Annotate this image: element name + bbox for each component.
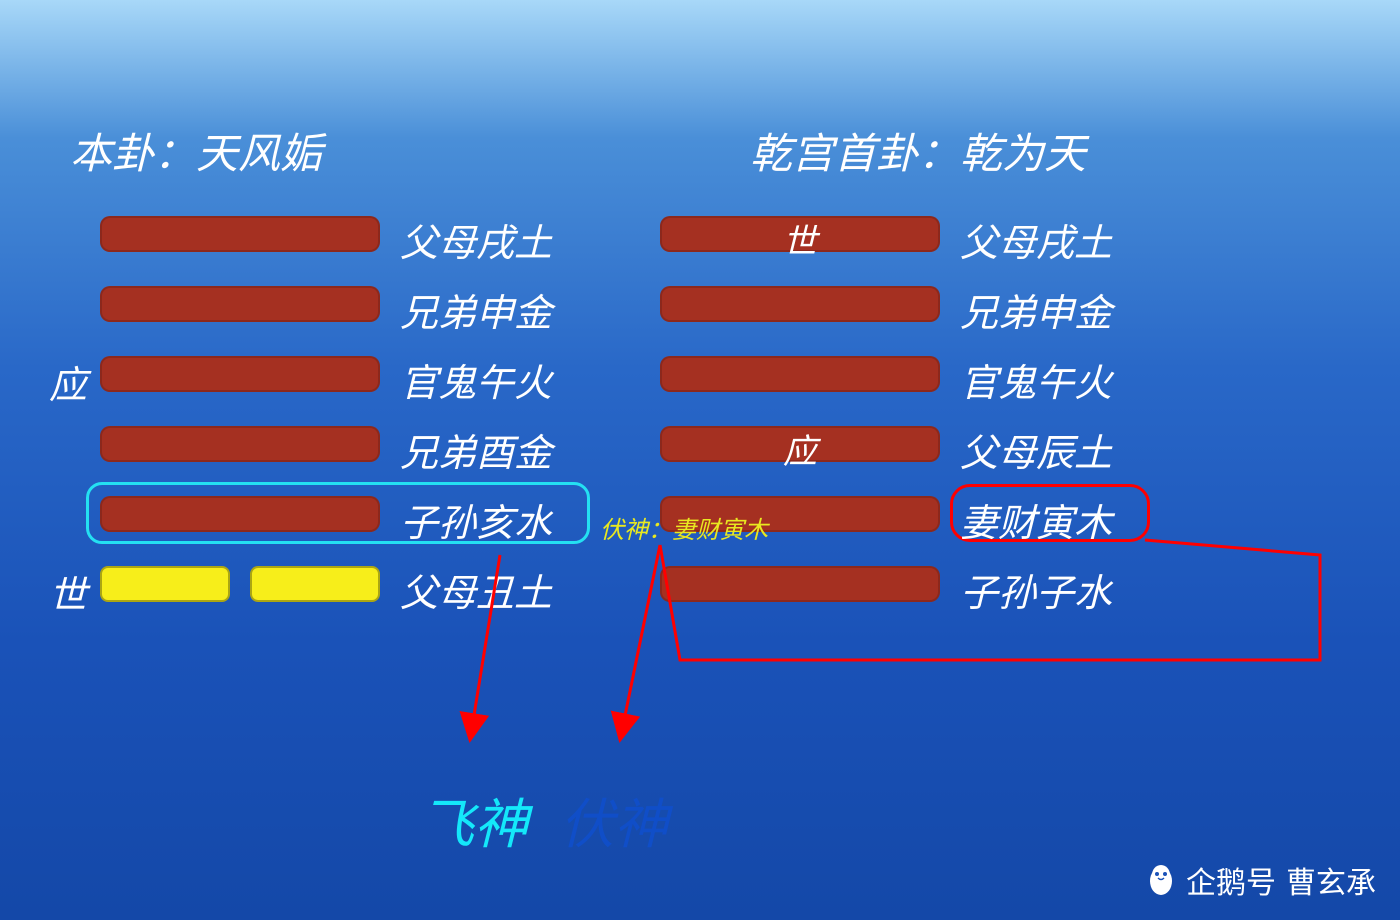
- left-label-0: 父母戌土: [400, 212, 552, 267]
- right-label-2: 官鬼午火: [960, 352, 1112, 407]
- hidden-god-annotation: 伏神：妻财寅木: [600, 510, 768, 545]
- right-bar-3: [660, 426, 940, 462]
- left-marker-5: 世: [48, 564, 88, 619]
- left-bar-4: [100, 496, 380, 532]
- watermark-brand: 企鹅号: [1186, 858, 1276, 902]
- right-bar-2: [660, 356, 940, 392]
- left-label-2: 官鬼午火: [400, 352, 552, 407]
- right-hexagram-title: 乾宫首卦：乾为天: [750, 120, 1086, 181]
- left-bar-1: [100, 286, 380, 322]
- watermark-author: 曹玄承: [1286, 858, 1376, 902]
- left-bar-3: [100, 426, 380, 462]
- right-label-3: 父母辰土: [960, 422, 1112, 477]
- left-label-3: 兄弟酉金: [400, 422, 552, 477]
- right-label-4: 妻财寅木: [960, 492, 1112, 547]
- left-bar-5b: [250, 566, 380, 602]
- left-label-4: 子孙亥水: [400, 492, 552, 547]
- right-label-5: 子孙子水: [960, 562, 1112, 617]
- left-label-1: 兄弟申金: [400, 282, 552, 337]
- left-hexagram-title: 本卦：天风姤: [70, 120, 322, 181]
- right-bar-5: [660, 566, 940, 602]
- left-label-5: 父母丑土: [400, 562, 552, 617]
- right-bar-1: [660, 286, 940, 322]
- left-bar-5a: [100, 566, 230, 602]
- watermark: 企鹅号 曹玄承: [1146, 858, 1376, 902]
- penguin-icon: [1146, 863, 1176, 897]
- right-bar-0: [660, 216, 940, 252]
- left-bar-0: [100, 216, 380, 252]
- right-label-1: 兄弟申金: [960, 282, 1112, 337]
- hidden-arrow: [620, 545, 660, 740]
- left-marker-2: 应: [48, 354, 88, 409]
- right-label-0: 父母戌土: [960, 212, 1112, 267]
- flying-god-label: 飞神: [420, 780, 528, 859]
- hidden-god-label: 伏神: [560, 780, 668, 859]
- left-bar-2: [100, 356, 380, 392]
